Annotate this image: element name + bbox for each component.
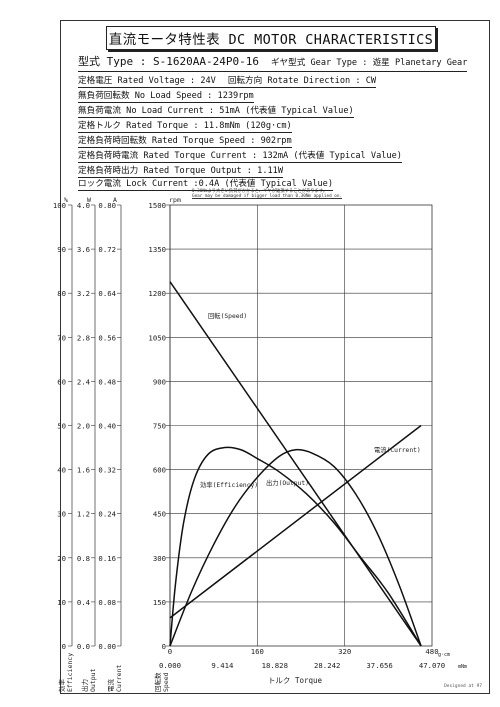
x-axis-tick-label-secondary: 47.070 [419, 661, 445, 670]
current-axis-tick-label: 0.00 [98, 642, 116, 651]
efficiency-axis-tick-label: 80 [57, 289, 66, 298]
efficiency-axis-tick-label: 10 [57, 598, 66, 607]
x-axis-unit-primary: g·cm [438, 652, 450, 658]
current-curve-label: 電流(Current) [374, 445, 421, 454]
efficiency-curve-label: 効率(Efficiency) [200, 480, 258, 489]
efficiency-axis-tick-label: 100 [53, 201, 66, 210]
sheet-border [60, 20, 490, 694]
x-axis-tick-label-secondary: 9.414 [211, 661, 234, 670]
speed-axis-tick-label: 450 [153, 510, 166, 519]
output-axis-tick-label: 1.2 [77, 510, 90, 519]
current-axis-tick-label: 0.24 [98, 510, 116, 519]
output-curve-label: 出力(Output) [266, 478, 309, 487]
gear-damage-note: 0.30Nmより大きい負荷がかかると、ギヤが破損することがあります。 Gear … [192, 189, 342, 199]
x-axis-tick-label-secondary: 18.828 [262, 661, 288, 670]
speed-axis-tick-label: 1050 [148, 333, 166, 342]
designed-by-label: Designed at 97 [444, 683, 482, 689]
speed-axis-tick-label: 150 [153, 598, 166, 607]
x-axis-tick-label-primary: 480 [425, 647, 438, 656]
efficiency-axis-tick-label: 20 [57, 554, 66, 563]
sheet-title: 直流モータ特性表 DC MOTOR CHARACTERISTICS [106, 26, 436, 50]
output-axis-tick-label: 1.6 [77, 466, 90, 475]
output-axis-tick-label: 2.0 [77, 422, 90, 431]
output-curve [169, 448, 422, 647]
speed-axis-unit: rpm [169, 196, 181, 204]
speed-axis-title-jp: 回転数 [153, 672, 162, 692]
speed-curve-label: 回転(Speed) [208, 312, 247, 320]
x-axis-unit-secondary: mNm [458, 664, 467, 670]
efficiency-axis-title-jp: 効率 [57, 679, 66, 693]
spec-lock-current: ロック電流 Lock Current :0.4A (代表値 Typical Va… [78, 179, 334, 191]
spec-rated-torque-speed: 定格負荷時回転数 Rated Torque Speed : 902rpm [78, 136, 292, 148]
output-axis-tick-label: 3.2 [77, 289, 90, 298]
gear-type-label: ギヤ型式 Gear Type : 遊星 Planetary Gear [270, 58, 468, 68]
efficiency-axis-tick-label: 40 [57, 466, 66, 475]
efficiency-axis-tick-label: 60 [57, 377, 66, 386]
current-axis-tick-label: 0.48 [98, 377, 116, 386]
model-row: 型式 Type : S-1620AA-24P0-16 ギヤ型式 Gear Type… [78, 54, 468, 72]
current-axis-title-en: Current [115, 665, 123, 692]
speed-axis-tick-label: 750 [153, 422, 166, 431]
x-axis-tick-label-primary: 0 [168, 647, 172, 656]
efficiency-axis-tick-label: 30 [57, 510, 66, 519]
efficiency-curve [169, 446, 422, 647]
output-axis-tick-label: 3.6 [77, 245, 90, 254]
output-axis-title-jp: 出力 [80, 679, 89, 692]
efficiency-axis-title-en: Efficiency [66, 653, 74, 692]
spec-no-load-speed: 無負荷回転数 No Load Speed : 1239rpm [78, 91, 254, 103]
x-axis-tick-label-primary: 320 [338, 647, 351, 656]
x-axis-tick-label-secondary: 37.656 [366, 661, 392, 670]
output-axis-tick-label: 0.8 [77, 554, 90, 563]
spec-rated-torque-output: 定格負荷時出力 Rated Torque Output : 1.11W [78, 166, 284, 178]
x-axis-title: トルク Torque [268, 676, 323, 685]
gear-damage-note-en: Gear may be damaged if bigger load than … [192, 194, 343, 199]
speed-axis-tick-label: 0 [162, 642, 166, 651]
current-axis-tick-label: 0.40 [98, 422, 116, 431]
current-axis-tick-label: 0.32 [98, 466, 116, 475]
efficiency-axis-unit: % [64, 196, 68, 204]
spec-rated-torque: 定格トルク Rated Torque : 11.8mNm (120g·cm) [78, 121, 292, 133]
efficiency-axis-tick-label: 90 [57, 245, 66, 254]
x-axis-tick-label-primary: 160 [251, 647, 264, 656]
current-axis-unit: A [113, 196, 117, 204]
efficiency-axis-tick-label: 0 [62, 642, 66, 651]
speed-axis-tick-label: 900 [153, 377, 166, 386]
spec-rated-voltage-text: 定格電圧 Rated Voltage : 24V [78, 76, 216, 86]
efficiency-axis-tick-label: 50 [57, 422, 66, 431]
speed-axis-tick-label: 1200 [148, 289, 166, 298]
current-axis-tick-label: 0.08 [98, 598, 116, 607]
efficiency-axis-tick-label: 70 [57, 333, 66, 342]
x-axis-tick-label-secondary: 0.000 [159, 661, 181, 670]
current-axis-tick-label: 0.80 [98, 201, 116, 210]
output-axis-tick-label: 0.0 [77, 642, 90, 651]
output-axis-tick-label: 2.4 [77, 377, 91, 386]
current-axis-tick-label: 0.72 [98, 245, 116, 254]
speed-axis-title-en: Speed [162, 672, 170, 692]
current-curve [169, 424, 422, 619]
speed-axis-tick-label: 1350 [148, 245, 166, 254]
output-axis-tick-label: 2.8 [77, 333, 90, 342]
spec-rated-voltage: 定格電圧 Rated Voltage : 24V 回転方向 Rotate Dire… [78, 75, 377, 88]
output-axis-tick-label: 0.4 [77, 598, 91, 607]
speed-axis-tick-label: 600 [153, 466, 166, 475]
spec-rotate-direction-text: 回転方向 Rotate Direction : CW [227, 76, 377, 86]
current-axis-tick-label: 0.64 [98, 289, 116, 298]
speed-axis-tick-label: 1500 [148, 201, 166, 210]
output-axis-unit: W [87, 196, 91, 204]
current-axis-tick-label: 0.56 [98, 333, 116, 342]
speed-axis-tick-label: 300 [153, 554, 166, 563]
model-label: 型式 Type : S-1620AA-24P0-16 [78, 55, 259, 68]
x-axis-tick-label-secondary: 28.242 [314, 661, 340, 670]
current-axis-title-jp: 電流 [106, 679, 115, 693]
speed-curve [169, 281, 422, 647]
output-axis-title-en: Output [89, 668, 97, 692]
spec-rated-torque-current: 定格負荷時電流 Rated Torque Current : 132mA (代表… [78, 151, 402, 163]
gear-damage-note-jp: 0.30Nmより大きい負荷がかかると、ギヤが破損することがあります。 [192, 189, 328, 194]
output-axis-tick-label: 4.0 [77, 201, 90, 210]
current-axis-tick-label: 0.16 [98, 554, 116, 563]
spec-no-load-current: 無負荷電流 No Load Current : 51mA (代表値 Typica… [78, 106, 354, 118]
